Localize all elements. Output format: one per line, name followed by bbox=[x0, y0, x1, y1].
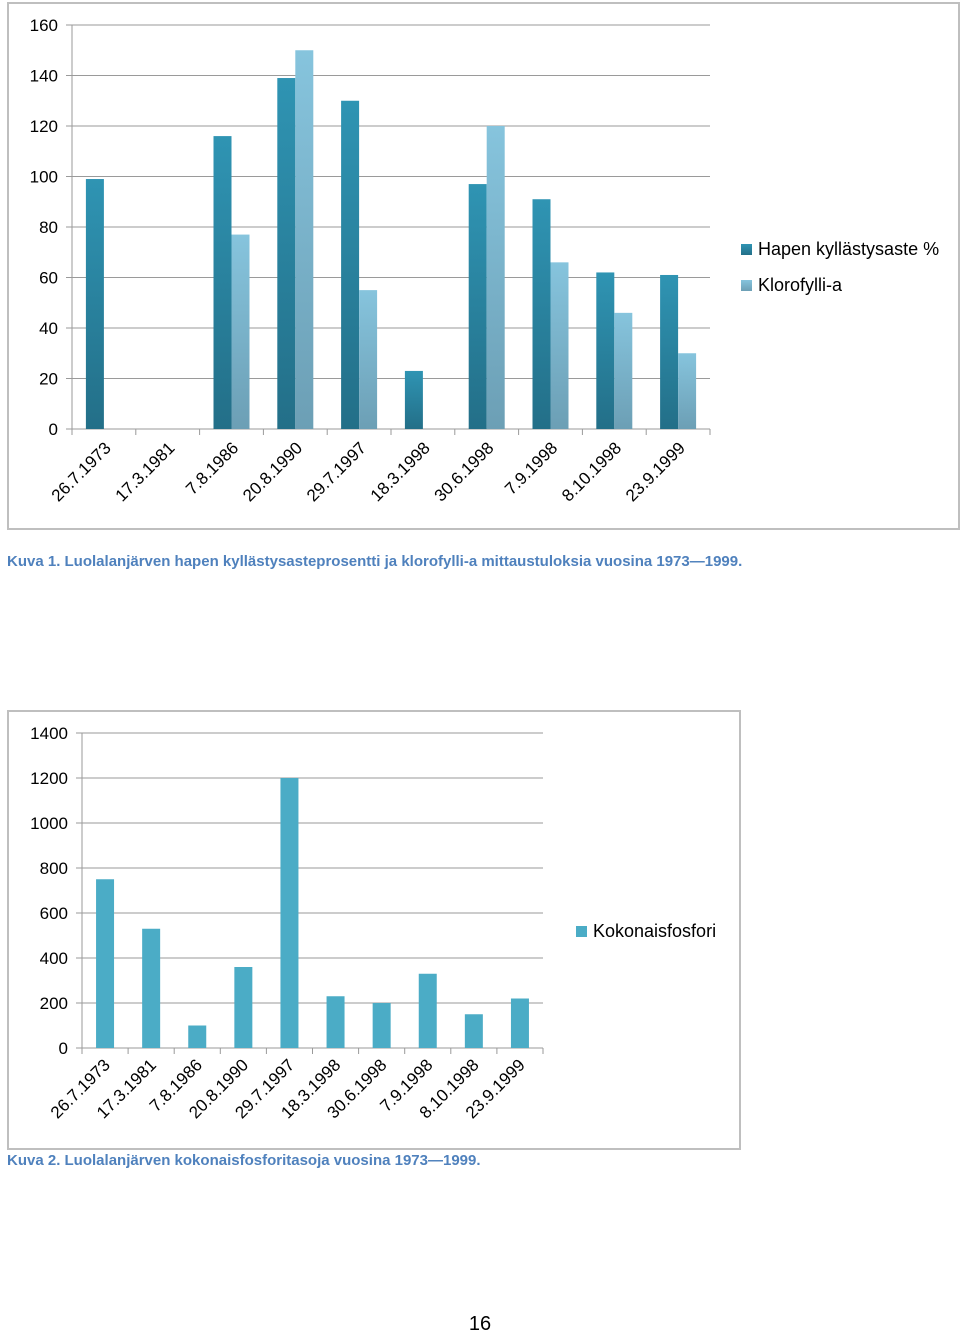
bar-klorofylli-a-23-9-1999 bbox=[678, 353, 697, 429]
x-tick-label: 20.8.1990 bbox=[239, 438, 306, 505]
x-tick-label: 18.3.1998 bbox=[367, 438, 434, 505]
bar-kokonaisfosfori-17-3-1981 bbox=[142, 928, 161, 1048]
y-tick-label: 140 bbox=[30, 67, 58, 86]
bar-hapen-kyll-stysaste-7-8-1986 bbox=[213, 136, 232, 429]
y-tick-label: 1000 bbox=[30, 814, 68, 833]
x-tick-label: 8.10.1998 bbox=[558, 438, 625, 505]
legend-label: Klorofylli-a bbox=[758, 275, 843, 295]
bar-hapen-kyll-stysaste-29-7-1997 bbox=[341, 100, 360, 429]
y-tick-label: 200 bbox=[40, 994, 68, 1013]
y-tick-label: 1200 bbox=[30, 769, 68, 788]
bar-kokonaisfosfori-8-10-1998 bbox=[464, 1014, 483, 1048]
bar-hapen-kyll-stysaste-26-7-1973 bbox=[85, 179, 104, 429]
bar-kokonaisfosfori-7-9-1998 bbox=[418, 973, 437, 1048]
bar-hapen-kyll-stysaste-30-6-1998 bbox=[468, 184, 487, 429]
x-tick-label: 23.9.1999 bbox=[622, 438, 689, 505]
chart-oxygen-chlorophyll: 0 20 40 60 80 100 120 140 160 26.7.1973 17.3.1981 7… bbox=[7, 2, 960, 530]
bar-kokonaisfosfori-7-8-1986 bbox=[188, 1025, 207, 1048]
bar-hapen-kyll-stysaste-20-8-1990 bbox=[277, 78, 296, 430]
bar-hapen-kyll-stysaste-8-10-1998 bbox=[596, 272, 615, 429]
y-tick-label: 120 bbox=[30, 117, 58, 136]
x-tick-label: 7.9.1998 bbox=[501, 438, 561, 498]
legend-swatch bbox=[741, 244, 752, 255]
bar-kokonaisfosfori-23-9-1999 bbox=[510, 998, 529, 1048]
x-tick-label: 30.6.1998 bbox=[431, 438, 498, 505]
bar-hapen-kyll-stysaste-7-9-1998 bbox=[532, 199, 551, 429]
y-tick-label: 600 bbox=[40, 904, 68, 923]
y-tick-label: 100 bbox=[30, 168, 58, 187]
bar-kokonaisfosfori-20-8-1990 bbox=[234, 967, 253, 1048]
bar-klorofylli-a-30-6-1998 bbox=[486, 126, 505, 429]
y-tick-label: 0 bbox=[59, 1039, 68, 1058]
y-tick-label: 800 bbox=[40, 859, 68, 878]
chart-total-phosphorus: 0 200 400 600 800 1000 1200 1400 26.7.1973 17.3.1… bbox=[7, 710, 741, 1150]
legend-swatch bbox=[576, 926, 587, 937]
bar-kokonaisfosfori-26-7-1973 bbox=[96, 879, 115, 1048]
bar-kokonaisfosfori-29-7-1997 bbox=[280, 778, 299, 1048]
x-tick-label: 26.7.1973 bbox=[48, 438, 115, 505]
legend-label: Kokonaisfosfori bbox=[593, 921, 716, 941]
bar-kokonaisfosfori-18-3-1998 bbox=[326, 996, 345, 1048]
bar-hapen-kyll-stysaste-18-3-1998 bbox=[404, 370, 423, 429]
figure-caption-1: Kuva 1. Luolalanjärven hapen kyllästysas… bbox=[7, 553, 743, 570]
y-tick-label: 400 bbox=[40, 949, 68, 968]
bar-klorofylli-a-7-8-1986 bbox=[231, 234, 250, 429]
legend-swatch bbox=[741, 280, 752, 291]
x-tick-label: 7.8.1986 bbox=[182, 438, 242, 498]
y-tick-label: 80 bbox=[39, 218, 58, 237]
bar-klorofylli-a-29-7-1997 bbox=[359, 290, 378, 429]
bar-klorofylli-a-20-8-1990 bbox=[295, 50, 314, 429]
y-tick-label: 160 bbox=[30, 16, 58, 35]
bar-klorofylli-a-8-10-1998 bbox=[614, 312, 633, 429]
figure-caption-2: Kuva 2. Luolalanjärven kokonaisfosforita… bbox=[7, 1152, 481, 1169]
page-number: 16 bbox=[468, 1313, 492, 1335]
bar-klorofylli-a-7-9-1998 bbox=[550, 262, 569, 429]
y-tick-label: 1400 bbox=[30, 724, 68, 743]
y-tick-label: 40 bbox=[39, 319, 58, 338]
bar-hapen-kyll-stysaste-23-9-1999 bbox=[660, 274, 679, 429]
y-tick-label: 0 bbox=[49, 420, 58, 439]
bar-kokonaisfosfori-30-6-1998 bbox=[372, 1003, 391, 1048]
legend-label: Hapen kyllästysaste % bbox=[758, 239, 939, 259]
x-tick-label: 17.3.1981 bbox=[112, 438, 179, 505]
y-tick-label: 20 bbox=[39, 370, 58, 389]
y-tick-label: 60 bbox=[39, 269, 58, 288]
x-tick-label: 29.7.1997 bbox=[303, 438, 370, 505]
